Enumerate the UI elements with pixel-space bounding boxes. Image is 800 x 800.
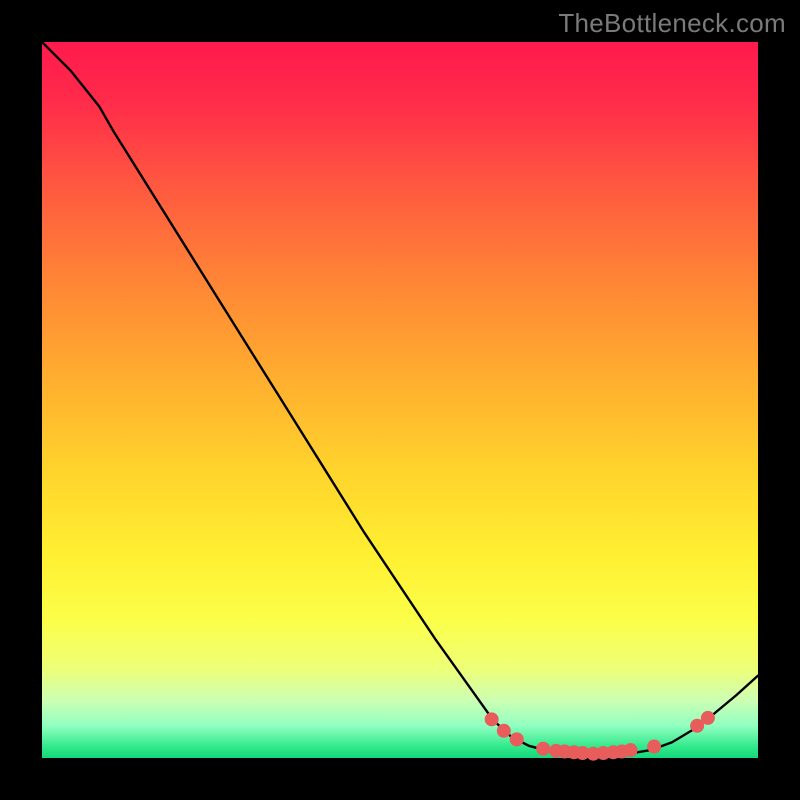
plot-background [42, 42, 758, 758]
data-marker [510, 732, 524, 746]
data-marker [497, 724, 511, 738]
data-marker [701, 711, 715, 725]
chart-svg [0, 0, 800, 800]
data-marker [485, 712, 499, 726]
source-watermark: TheBottleneck.com [558, 8, 786, 39]
data-marker [647, 740, 661, 754]
data-marker [624, 743, 638, 757]
data-marker [536, 742, 550, 756]
